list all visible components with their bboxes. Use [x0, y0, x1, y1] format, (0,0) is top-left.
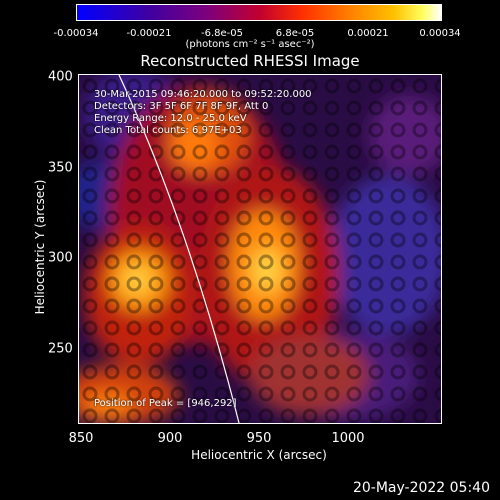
- annotation-peak: Position of Peak = [946,292]: [94, 398, 237, 409]
- y-tick: 250: [48, 341, 73, 357]
- y-tick: 350: [48, 160, 73, 176]
- colorbar-tick: 0.00021: [347, 28, 389, 39]
- image-heatmap: [79, 75, 441, 423]
- y-tick: 300: [48, 250, 73, 266]
- y-axis-label: Heliocentric Y (arcsec): [33, 179, 47, 315]
- annotation-time: 30-Mar-2015 09:46:20.000 to 09:52:20.000: [94, 89, 312, 100]
- colorbar-tick: -0.00021: [126, 28, 172, 39]
- colorbar: [76, 4, 442, 21]
- x-tick: 850: [68, 431, 94, 446]
- colorbar-unit: (photons cm⁻² s⁻¹ asec⁻²): [185, 39, 315, 50]
- colorbar-tick: -0.00034: [53, 28, 99, 39]
- annotation-method: Clean Total counts: 6.97E+03: [94, 125, 242, 136]
- annotation-energy: Energy Range: 12.0 - 25.0 keV: [94, 113, 247, 124]
- colorbar-tick: 6.8e-05: [275, 28, 315, 39]
- colorbar-tick: 0.00034: [419, 28, 461, 39]
- solar-image: [78, 74, 442, 424]
- x-tick: 950: [246, 431, 272, 446]
- solar-limb: [118, 75, 240, 423]
- annotation-detectors: Detectors: 3F 5F 6F 7F 8F 9F, Att 0: [94, 101, 269, 112]
- x-tick: 1000: [331, 431, 365, 446]
- timestamp: 20-May-2022 05:40: [352, 480, 490, 496]
- colorbar-tick: -6.8e-05: [201, 28, 243, 39]
- image-title: Reconstructed RHESSI Image: [140, 52, 360, 70]
- y-tick: 400: [48, 69, 73, 85]
- x-tick: 900: [157, 431, 183, 446]
- x-axis-label: Heliocentric X (arcsec): [191, 448, 327, 462]
